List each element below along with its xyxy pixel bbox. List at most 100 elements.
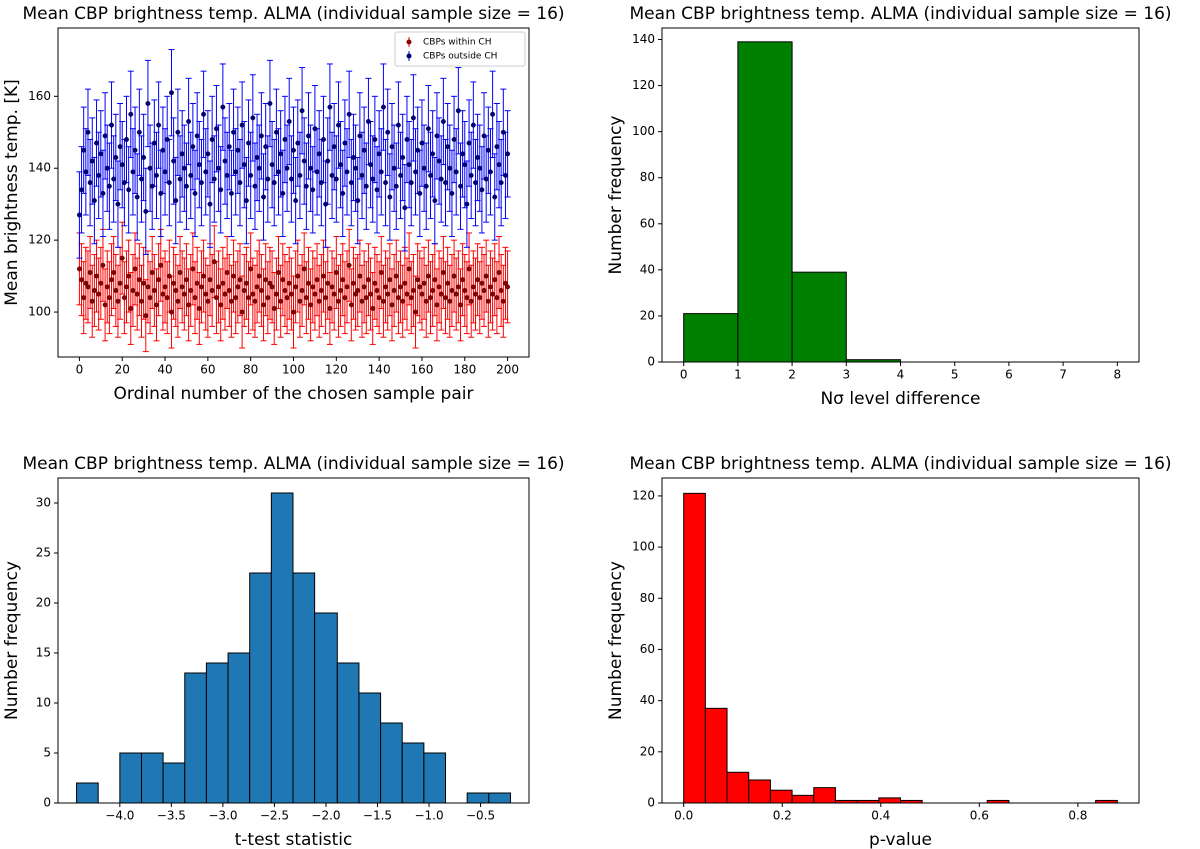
axes-frame [57,477,530,804]
marker [83,280,89,286]
histogram-bar [423,752,447,803]
y-axis-label: Number frequency [606,561,626,720]
marker [434,302,440,308]
y-tick-label: 140 [28,161,51,175]
marker [241,288,247,293]
marker [271,306,277,311]
marker [87,180,93,186]
marker [280,190,286,196]
marker [284,165,290,171]
marker [413,309,418,315]
marker [156,122,162,128]
marker [470,122,476,128]
histogram-bar [466,792,490,803]
marker [226,288,232,293]
marker [246,295,251,301]
marker [128,111,134,117]
marker [286,119,292,124]
marker [464,295,470,301]
marker [329,284,335,290]
x-tick-label: −4.0 [105,809,134,823]
marker [355,198,361,204]
marker [299,288,305,293]
marker [415,277,421,283]
marker [395,295,401,301]
marker [406,162,412,168]
marker [492,194,498,200]
marker [316,151,322,157]
x-tick-label: −1.5 [363,809,392,823]
marker [226,144,232,150]
marker [498,288,504,293]
marker [222,291,228,297]
histogram-bar [76,782,99,803]
axes-frame [661,27,1140,363]
marker [115,298,121,304]
marker [278,298,284,304]
marker [310,187,316,193]
marker [494,144,500,150]
marker [464,201,470,207]
marker [455,108,461,114]
x-tick-label: −3.5 [157,809,186,823]
marker [498,180,504,186]
marker [115,201,121,207]
marker [158,262,164,268]
x-tick-label: 4 [897,368,905,382]
marker [213,295,219,301]
marker [286,280,292,286]
marker [494,295,500,301]
histogram-bar [769,789,793,803]
marker [205,298,211,304]
marker [216,165,222,171]
marker [295,273,301,279]
marker [344,284,350,290]
marker [331,144,337,150]
y-tick-label: 15 [36,646,51,660]
marker [410,115,416,121]
panel-title: Mean CBP brightness temp. ALMA (individu… [629,454,1171,474]
y-tick-label: 100 [28,305,51,319]
marker [421,165,427,171]
marker [282,137,288,142]
marker [445,280,451,286]
histogram-bar [140,752,164,803]
marker [500,298,506,304]
histogram-bar [791,794,815,803]
marker [488,169,493,175]
marker [291,147,296,153]
histogram-bar [748,779,771,803]
marker [267,280,273,286]
marker [425,126,431,132]
marker [503,172,508,178]
marker [136,129,142,135]
marker [485,147,491,153]
marker [430,151,436,157]
marker [483,176,489,182]
marker [376,151,382,157]
marker [417,190,423,196]
marker [436,158,442,164]
marker [488,284,493,290]
marker [466,266,472,272]
marker [419,140,425,146]
x-axis-label: t-test statistic [235,830,353,849]
marker [350,280,356,286]
y-tick-label: 120 [28,233,51,247]
marker [331,291,337,297]
marker [462,288,468,293]
marker [428,295,433,301]
marker [87,270,93,275]
marker [288,291,294,297]
x-tick-label: 0 [76,363,84,377]
plot-area [76,492,511,803]
marker [295,140,301,146]
marker [365,277,371,283]
histogram-bar [119,752,142,803]
marker [218,302,224,308]
histogram-bar [249,572,272,803]
y-axis-label: Number frequency [2,561,22,720]
panel-title: Mean CBP brightness temp. ALMA (individu… [629,4,1171,24]
marker [408,295,414,301]
